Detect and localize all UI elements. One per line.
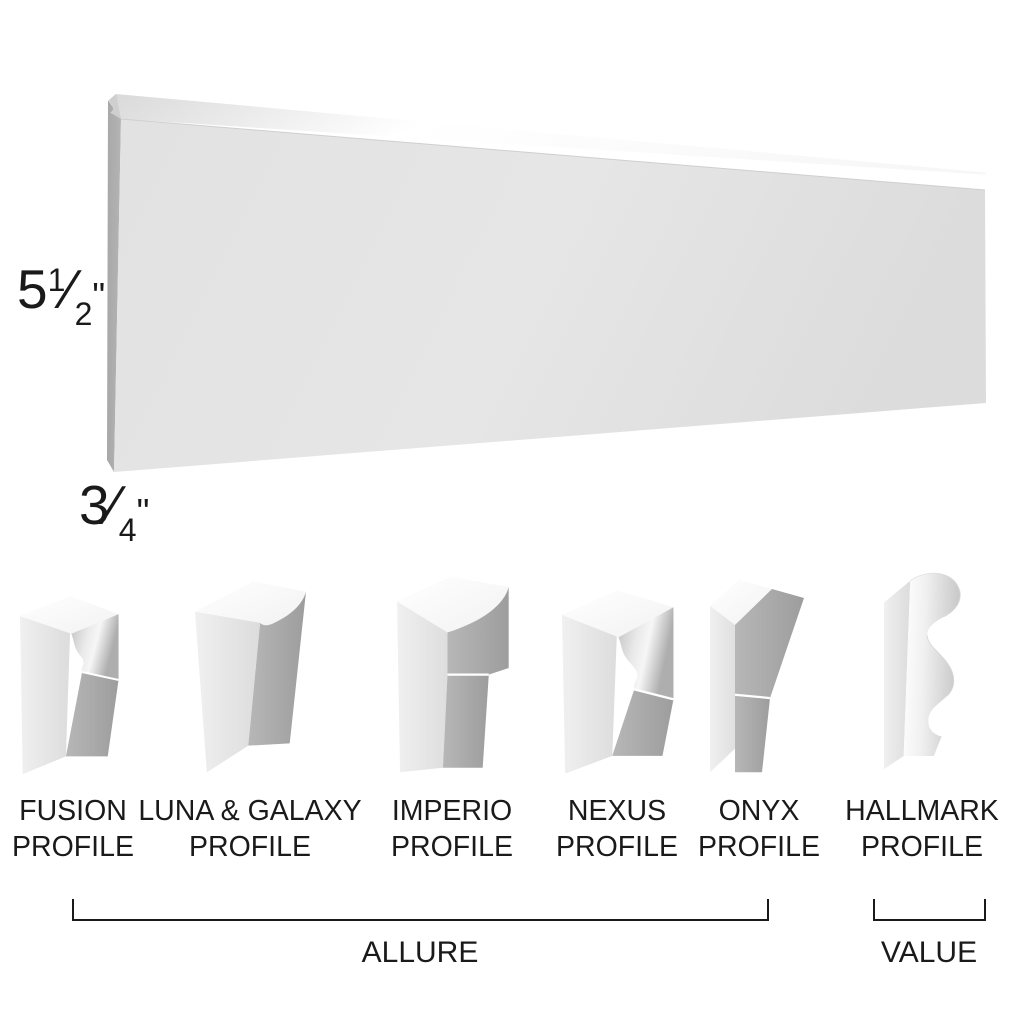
svg-text:51⁄2": 51⁄2" [17,258,105,332]
svg-text:FUSION: FUSION [19,795,127,827]
svg-text:PROFILE: PROFILE [861,831,983,863]
svg-text:PROFILE: PROFILE [698,831,820,863]
svg-text:PROFILE: PROFILE [12,831,134,863]
svg-text:PROFILE: PROFILE [189,831,311,863]
svg-text:NEXUS: NEXUS [568,795,666,827]
svg-text:PROFILE: PROFILE [391,831,513,863]
svg-text:PROFILE: PROFILE [556,831,678,863]
svg-text:3⁄4": 3⁄4" [79,474,149,548]
svg-text:IMPERIO: IMPERIO [392,795,512,827]
svg-text:ALLURE: ALLURE [362,936,479,969]
svg-text:HALLMARK: HALLMARK [845,795,999,827]
svg-text:VALUE: VALUE [881,936,977,969]
svg-text:ONYX: ONYX [719,795,800,827]
svg-text:LUNA & GALAXY: LUNA & GALAXY [138,795,361,827]
